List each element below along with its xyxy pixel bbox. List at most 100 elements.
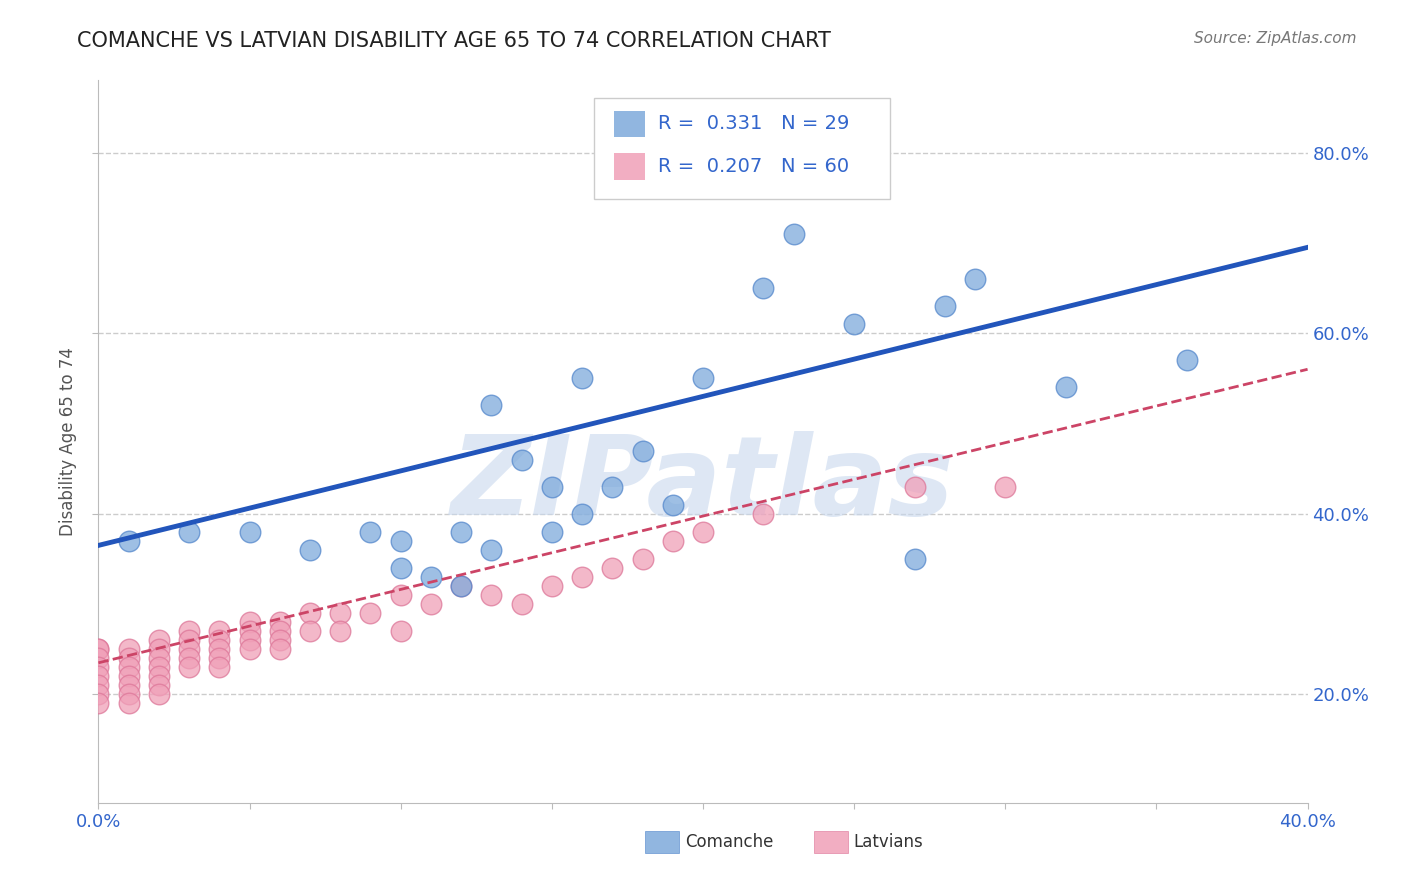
Text: Source: ZipAtlas.com: Source: ZipAtlas.com [1194, 31, 1357, 46]
Point [571, 507, 593, 521]
Point [692, 371, 714, 385]
Point [360, 524, 382, 539]
Point [208, 624, 231, 639]
Point [208, 633, 231, 648]
Point [389, 588, 412, 602]
Point [329, 606, 352, 620]
Point [631, 443, 654, 458]
Point [269, 624, 291, 639]
Point [540, 480, 562, 494]
Point [239, 524, 262, 539]
Point [269, 642, 291, 657]
Point [1054, 380, 1077, 394]
Point [118, 660, 141, 674]
Point [118, 533, 141, 548]
Point [299, 606, 322, 620]
Text: ZIPatlas: ZIPatlas [451, 432, 955, 539]
Point [299, 624, 322, 639]
Point [510, 597, 533, 611]
Point [631, 552, 654, 566]
Point [118, 669, 141, 683]
Point [602, 480, 624, 494]
Point [602, 561, 624, 575]
Point [783, 227, 806, 241]
Point [87, 642, 110, 657]
Point [208, 642, 231, 657]
Point [179, 624, 201, 639]
Point [994, 480, 1017, 494]
Point [179, 651, 201, 665]
Point [904, 552, 927, 566]
Point [661, 498, 683, 512]
Point [420, 570, 443, 584]
Point [450, 579, 472, 593]
Point [1175, 353, 1198, 368]
Point [965, 272, 987, 286]
Point [269, 615, 291, 630]
Text: Latvians: Latvians [853, 833, 924, 851]
Point [148, 660, 170, 674]
Point [752, 281, 775, 295]
Point [118, 642, 141, 657]
Point [179, 633, 201, 648]
Point [360, 606, 382, 620]
Point [904, 480, 927, 494]
Point [571, 570, 593, 584]
Point [87, 651, 110, 665]
Point [118, 687, 141, 701]
Point [208, 660, 231, 674]
Point [510, 452, 533, 467]
Point [934, 299, 956, 313]
Point [752, 507, 775, 521]
FancyBboxPatch shape [613, 153, 645, 179]
Point [87, 669, 110, 683]
Point [179, 524, 201, 539]
Text: COMANCHE VS LATVIAN DISABILITY AGE 65 TO 74 CORRELATION CHART: COMANCHE VS LATVIAN DISABILITY AGE 65 TO… [77, 31, 831, 51]
Point [118, 678, 141, 692]
Point [481, 398, 503, 412]
Point [239, 624, 262, 639]
Point [450, 579, 472, 593]
Y-axis label: Disability Age 65 to 74: Disability Age 65 to 74 [59, 347, 77, 536]
Point [481, 588, 503, 602]
Point [571, 371, 593, 385]
Point [540, 524, 562, 539]
Point [118, 651, 141, 665]
Point [148, 633, 170, 648]
Point [87, 678, 110, 692]
Point [389, 624, 412, 639]
Point [420, 597, 443, 611]
Point [148, 669, 170, 683]
Text: R =  0.207   N = 60: R = 0.207 N = 60 [658, 157, 849, 176]
Point [87, 697, 110, 711]
Point [87, 660, 110, 674]
Text: Comanche: Comanche [685, 833, 773, 851]
Point [148, 678, 170, 692]
Point [179, 642, 201, 657]
Point [844, 317, 866, 331]
Point [389, 561, 412, 575]
Point [661, 533, 683, 548]
Point [692, 524, 714, 539]
Point [540, 579, 562, 593]
Point [481, 542, 503, 557]
Point [148, 651, 170, 665]
Point [148, 642, 170, 657]
Point [389, 533, 412, 548]
Point [87, 687, 110, 701]
Point [269, 633, 291, 648]
Point [87, 642, 110, 657]
Point [299, 542, 322, 557]
Point [208, 651, 231, 665]
Point [239, 642, 262, 657]
Text: R =  0.331   N = 29: R = 0.331 N = 29 [658, 114, 849, 134]
Point [239, 615, 262, 630]
Point [179, 660, 201, 674]
FancyBboxPatch shape [613, 111, 645, 137]
Point [148, 687, 170, 701]
FancyBboxPatch shape [595, 98, 890, 200]
Point [118, 697, 141, 711]
Point [329, 624, 352, 639]
Point [239, 633, 262, 648]
Point [450, 524, 472, 539]
